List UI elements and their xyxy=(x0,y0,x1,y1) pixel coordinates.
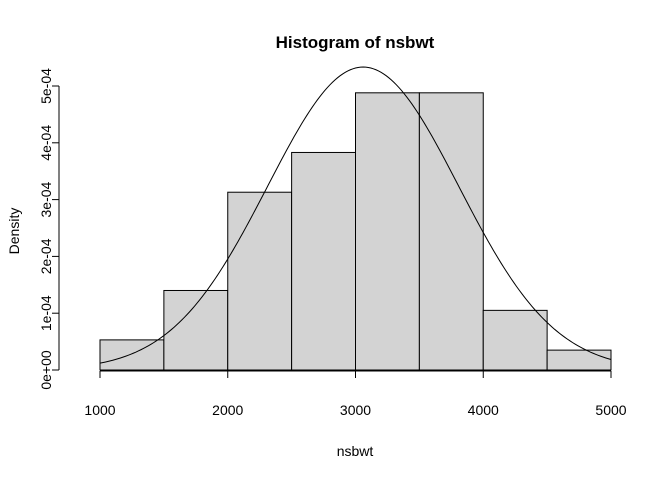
y-tick-label: 0e+00 xyxy=(38,350,54,390)
x-tick-label: 4000 xyxy=(468,402,499,418)
y-tick-label: 5e-04 xyxy=(38,68,54,104)
normal-density-curve xyxy=(99,66,612,364)
x-tick-label: 2000 xyxy=(212,402,243,418)
x-tick-label: 5000 xyxy=(595,402,626,418)
x-axis-label: nsbwt xyxy=(337,443,374,459)
histogram-bar-1 xyxy=(99,339,165,371)
x-tick-label: 3000 xyxy=(340,402,371,418)
y-tick-label: 1e-04 xyxy=(38,295,54,331)
histogram-bar-2 xyxy=(163,289,229,371)
y-axis-label: Density xyxy=(6,208,22,255)
density-curve-layer xyxy=(99,66,612,364)
chart-title: Histogram of nsbwt xyxy=(276,33,435,52)
histogram-bar-6 xyxy=(418,92,484,371)
histogram-bar-3 xyxy=(227,191,293,371)
y-tick-label: 2e-04 xyxy=(38,238,54,274)
y-tick-label: 4e-04 xyxy=(38,125,54,161)
y-tick-label: 3e-04 xyxy=(38,181,54,217)
histogram-bar-4 xyxy=(291,151,356,371)
y-axis: 0e+00 1e-04 2e-04 3e-04 4e-04 5e-04 xyxy=(38,68,60,390)
histogram-bar-7 xyxy=(482,309,548,371)
bars-layer xyxy=(99,92,612,371)
x-axis: 1000 2000 3000 4000 5000 xyxy=(84,370,627,418)
histogram-bar-5 xyxy=(355,92,420,371)
histogram-bar-8 xyxy=(546,349,612,371)
x-tick-label: 1000 xyxy=(84,402,115,418)
